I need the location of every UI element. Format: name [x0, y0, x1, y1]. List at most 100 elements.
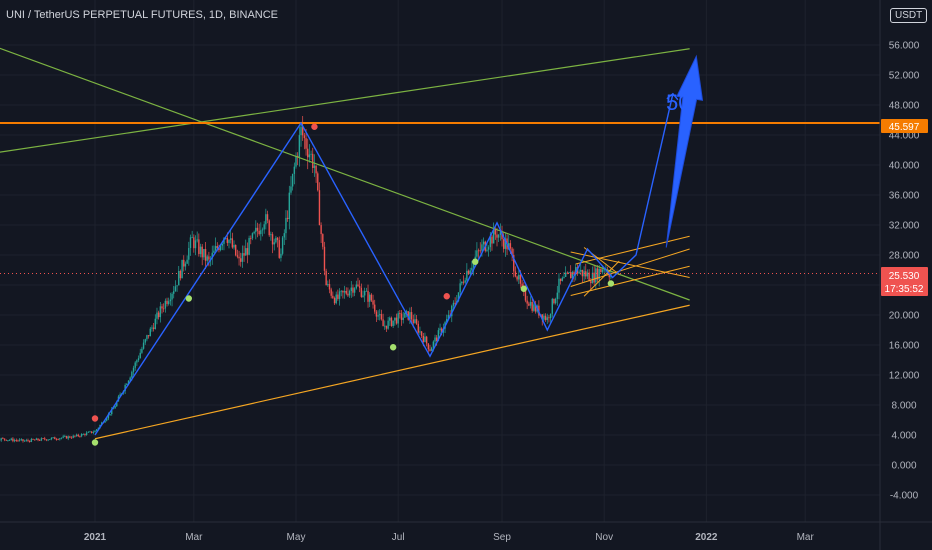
candle-body	[218, 247, 220, 251]
candle-body	[568, 272, 570, 273]
candle-body	[8, 439, 11, 441]
candle-body	[343, 290, 346, 293]
candle-body	[586, 272, 589, 277]
candle-body	[327, 284, 329, 286]
candle-body	[162, 308, 165, 310]
candle-body	[131, 371, 133, 378]
candle-body	[446, 318, 448, 323]
candle-body	[559, 278, 562, 281]
signal-dot-green	[607, 280, 615, 287]
candle-body	[221, 243, 223, 246]
currency-button[interactable]: USDT	[890, 8, 928, 23]
candle-body	[55, 439, 58, 440]
candle-body	[325, 270, 327, 286]
candle-body	[365, 290, 368, 292]
candle-body	[603, 269, 605, 271]
candle-body	[72, 435, 74, 438]
candle-body	[134, 362, 136, 368]
candle-body	[595, 268, 597, 283]
candle-body	[492, 228, 495, 244]
time-axis[interactable]: 92021MarMayJulSepNov2022Mar	[0, 532, 815, 543]
candle-body	[216, 246, 218, 248]
candle-body	[79, 436, 81, 437]
candle-body	[219, 245, 222, 251]
candle-body	[126, 384, 128, 386]
candle-body	[112, 408, 115, 410]
candle-body	[474, 256, 476, 261]
candle-body	[375, 311, 378, 317]
candle-body	[136, 360, 138, 363]
candle-body	[451, 305, 453, 317]
candle-body	[590, 281, 592, 284]
candle-body	[226, 237, 229, 243]
candle-body	[164, 300, 167, 309]
candle-body	[47, 439, 49, 441]
candle-body	[345, 290, 347, 294]
candle-body	[533, 304, 535, 311]
candle-body	[353, 288, 356, 293]
candle-body	[491, 236, 493, 244]
candle-body	[318, 190, 321, 226]
time-tick-label: Sep	[493, 532, 511, 543]
candle-body	[397, 313, 399, 324]
time-tick-label: Nov	[595, 532, 613, 543]
candle-body	[278, 240, 280, 258]
candle-body	[454, 302, 456, 304]
candle-body	[503, 239, 505, 249]
candle-body	[300, 126, 302, 136]
candle-body	[330, 289, 332, 296]
candle-body	[464, 280, 466, 283]
candle-body	[427, 343, 430, 350]
candle-body	[241, 253, 244, 262]
candle-body	[280, 253, 282, 258]
candle-body	[114, 406, 116, 409]
candle-body	[285, 217, 287, 234]
triangle-line	[583, 260, 620, 297]
candle-body	[34, 439, 36, 441]
grid	[0, 0, 880, 522]
candle-body	[152, 327, 155, 330]
price-tick-label: 28.000	[889, 251, 920, 262]
candle-body	[13, 440, 16, 442]
candle-body	[529, 301, 532, 306]
candle-body	[551, 298, 553, 314]
candle-body	[501, 232, 503, 240]
candle-body	[347, 293, 349, 296]
trendlines	[0, 47, 690, 440]
candle-body	[410, 312, 413, 320]
candle-body	[95, 429, 98, 431]
candle-body	[37, 438, 39, 441]
candle-body	[598, 268, 600, 280]
candle-body	[271, 234, 274, 245]
candle-body	[132, 367, 135, 372]
candle-body	[518, 274, 520, 280]
candle-body	[159, 306, 162, 318]
candle-body	[471, 267, 473, 271]
candle-body	[370, 294, 373, 301]
signal-dot-green	[91, 439, 99, 446]
candle-body	[2, 438, 4, 440]
trendline-support	[94, 304, 690, 440]
candle-body	[379, 314, 381, 316]
signal-dot-green	[185, 295, 192, 302]
candle-body	[338, 291, 341, 299]
candle-body	[392, 320, 394, 326]
candle-body	[243, 253, 245, 256]
trendline-ascending	[0, 48, 690, 153]
candle-body	[208, 256, 210, 260]
candle-body	[290, 186, 292, 193]
candle-body	[323, 246, 326, 271]
price-tick-label: 48.000	[889, 101, 920, 112]
candle-body	[531, 301, 533, 311]
candle-body	[436, 337, 438, 342]
price-axis[interactable]: 56.000 52.000 48.000 44.000 40.000 36.000 32.0…	[889, 41, 920, 502]
candle-body	[516, 276, 518, 280]
candle-body	[544, 315, 547, 321]
candle-body	[139, 352, 141, 359]
candle-body	[59, 438, 61, 440]
candle-body	[534, 304, 537, 312]
candle-body	[129, 377, 131, 381]
time-tick-label: May	[287, 532, 306, 543]
candle-body	[308, 154, 311, 158]
